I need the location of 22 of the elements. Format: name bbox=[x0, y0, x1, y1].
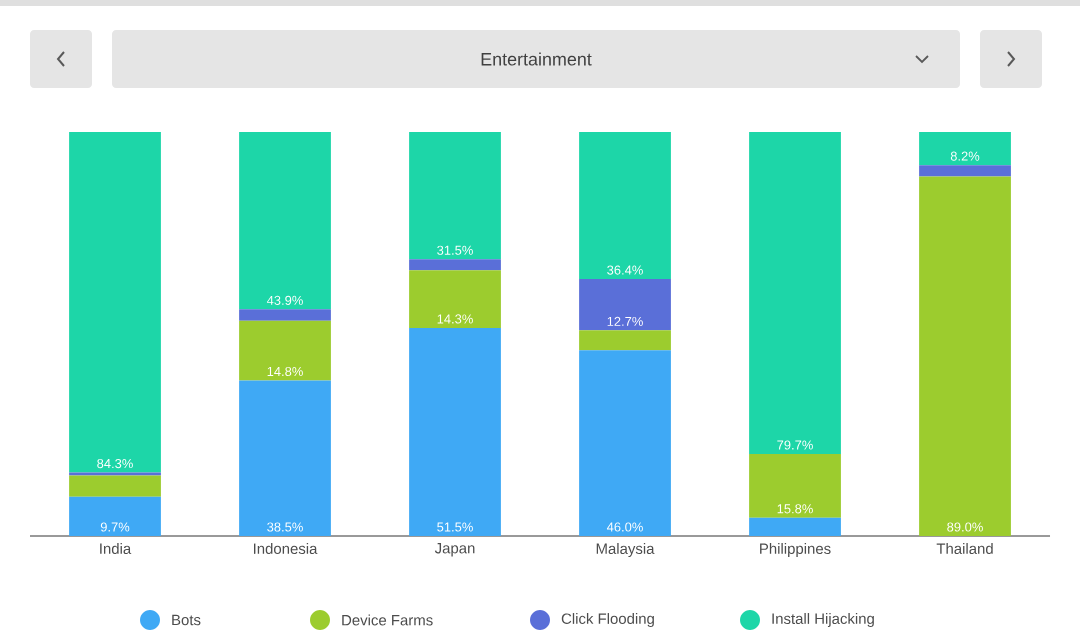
bar bbox=[239, 380, 331, 536]
bar bbox=[919, 131, 1011, 166]
bar bbox=[579, 350, 671, 536]
bar bbox=[919, 176, 1011, 536]
bar bbox=[749, 131, 841, 454]
bar bbox=[69, 131, 161, 473]
bar bbox=[919, 165, 1011, 177]
bar bbox=[579, 330, 671, 351]
bar bbox=[409, 270, 501, 328]
chart-title: Entertainment bbox=[481, 52, 592, 66]
bar bbox=[749, 453, 841, 518]
bar bbox=[69, 496, 161, 536]
bar bbox=[69, 475, 161, 497]
bar bbox=[579, 131, 671, 280]
bar bbox=[749, 517, 841, 536]
bar bbox=[239, 320, 331, 381]
bar bbox=[409, 259, 501, 271]
bar bbox=[239, 309, 331, 321]
bar bbox=[409, 327, 501, 536]
bar bbox=[239, 131, 331, 310]
bar bbox=[409, 131, 501, 260]
bar bbox=[579, 279, 671, 331]
